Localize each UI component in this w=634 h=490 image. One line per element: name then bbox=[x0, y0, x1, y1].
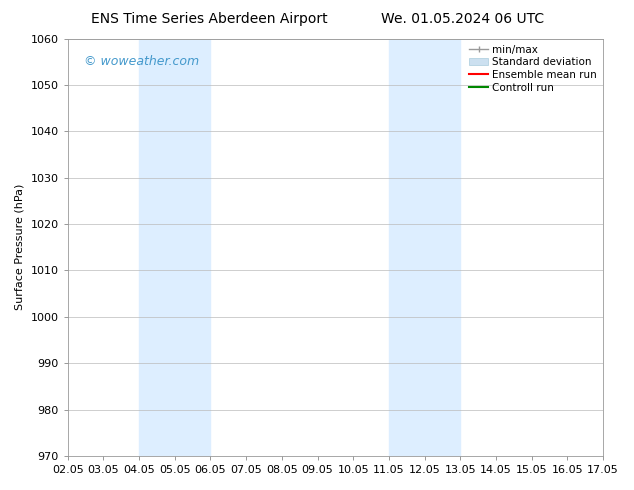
Bar bbox=[139, 39, 210, 456]
Bar bbox=[389, 39, 460, 456]
Text: We. 01.05.2024 06 UTC: We. 01.05.2024 06 UTC bbox=[381, 12, 545, 26]
Text: © woweather.com: © woweather.com bbox=[84, 55, 199, 68]
Text: ENS Time Series Aberdeen Airport: ENS Time Series Aberdeen Airport bbox=[91, 12, 328, 26]
Y-axis label: Surface Pressure (hPa): Surface Pressure (hPa) bbox=[15, 184, 25, 311]
Legend: min/max, Standard deviation, Ensemble mean run, Controll run: min/max, Standard deviation, Ensemble me… bbox=[465, 41, 601, 97]
